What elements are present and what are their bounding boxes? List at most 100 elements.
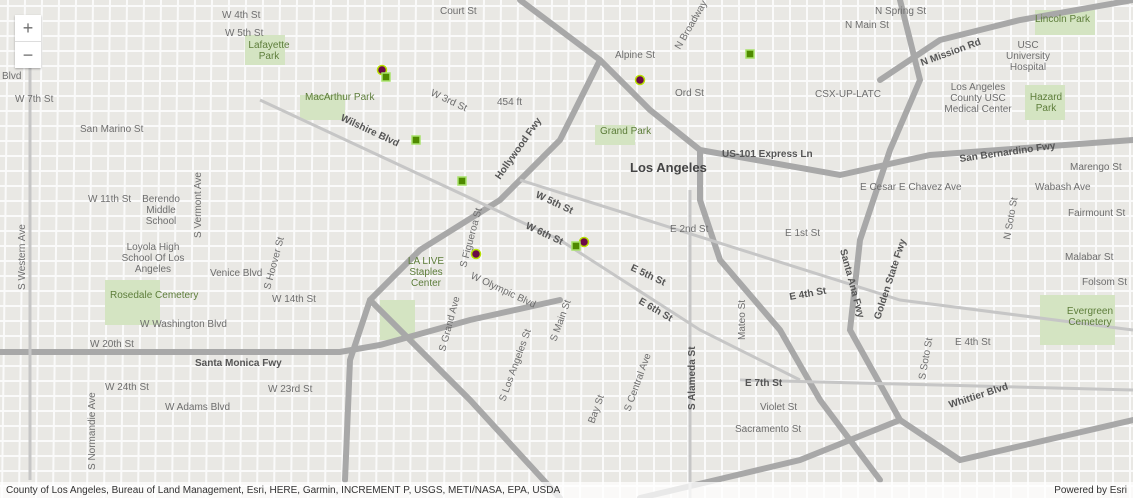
park-label: LA LIVE Staples Center bbox=[407, 256, 445, 289]
street-line bbox=[443, 0, 451, 498]
circle-marker[interactable] bbox=[634, 74, 646, 86]
main-roads bbox=[28, 60, 1133, 498]
street-label: Alpine St bbox=[615, 50, 655, 61]
highway-label: Santa Monica Fwy bbox=[195, 358, 282, 369]
street-line bbox=[579, 0, 587, 498]
street-label: W 11th St bbox=[88, 194, 131, 205]
street-label: N Main St bbox=[845, 20, 889, 31]
street-line bbox=[137, 0, 145, 498]
street-line bbox=[52, 0, 60, 498]
street-label: E 4th St bbox=[955, 337, 991, 348]
circle-marker[interactable] bbox=[578, 236, 590, 248]
highway-label: S Alameda St bbox=[687, 346, 698, 410]
street-line bbox=[35, 0, 43, 498]
street-line bbox=[392, 0, 400, 498]
street-line bbox=[86, 0, 94, 498]
street-line bbox=[511, 0, 519, 498]
street-line bbox=[103, 0, 111, 498]
highway-label: US-101 Express Ln bbox=[722, 149, 813, 160]
park-label: Evergreen Cemetery bbox=[1066, 306, 1114, 328]
street-label: W 5th St bbox=[225, 28, 264, 39]
elevation-label: 454 ft bbox=[497, 97, 522, 108]
square-marker[interactable] bbox=[411, 135, 421, 145]
highway-label: E 7th St bbox=[745, 378, 783, 389]
zoom-out-button[interactable]: − bbox=[15, 41, 41, 68]
street-label: Venice Blvd bbox=[210, 268, 262, 279]
square-marker[interactable] bbox=[381, 72, 391, 82]
street-label: W 20th St bbox=[90, 339, 134, 350]
street-label: Malabar St bbox=[1065, 252, 1114, 263]
park-label: Lafayette Park bbox=[248, 40, 290, 62]
square-marker[interactable] bbox=[457, 176, 467, 186]
street-line bbox=[307, 0, 315, 498]
street-label: W 4th St bbox=[222, 10, 261, 21]
street-line bbox=[545, 0, 553, 498]
zoom-in-button[interactable]: + bbox=[22, 17, 34, 38]
street-label: W Washington Blvd bbox=[140, 319, 227, 330]
street-line bbox=[426, 0, 434, 498]
street-label: E 1st St bbox=[785, 228, 820, 239]
street-label: E 2nd St bbox=[670, 224, 709, 235]
street-label: Marengo St bbox=[1070, 162, 1122, 173]
place-label: CSX-UP-LATC bbox=[815, 89, 881, 100]
street-line bbox=[239, 0, 247, 498]
street-label: San Marino St bbox=[80, 124, 144, 135]
street-label: Sacramento St bbox=[735, 424, 801, 435]
street-line bbox=[562, 0, 570, 498]
zoom-control: + − bbox=[15, 15, 41, 68]
street-line bbox=[358, 0, 366, 498]
street-line bbox=[18, 0, 26, 498]
street-label: Folsom St bbox=[1082, 277, 1127, 288]
street-line bbox=[171, 0, 179, 498]
city-label: Los Angeles bbox=[630, 160, 707, 175]
street-line bbox=[375, 0, 383, 498]
place-label: Berendo Middle School bbox=[142, 194, 180, 227]
street-line bbox=[69, 0, 77, 498]
street-label: W 23rd St bbox=[268, 384, 313, 395]
street-line bbox=[460, 0, 468, 498]
street-label: Fairmount St bbox=[1068, 208, 1125, 219]
street-line bbox=[409, 0, 417, 498]
street-label: N Spring St bbox=[875, 6, 926, 17]
street-line bbox=[120, 0, 128, 498]
park-label: Lincoln Park bbox=[1035, 14, 1091, 25]
street-line bbox=[222, 0, 230, 498]
park-label: Rosedale Cemetery bbox=[110, 290, 198, 301]
attribution-sources: County of Los Angeles, Bureau of Land Ma… bbox=[6, 484, 561, 496]
square-marker[interactable] bbox=[571, 241, 581, 251]
street-label: W 24th St bbox=[105, 382, 149, 393]
street-label: Wabash Ave bbox=[1035, 182, 1091, 193]
street-label: Blvd bbox=[2, 71, 21, 82]
circle-marker[interactable] bbox=[470, 248, 482, 260]
markers bbox=[376, 49, 755, 260]
park-label: Grand Park bbox=[600, 126, 652, 137]
street-label: S Normandie Ave bbox=[87, 392, 98, 470]
attribution-bar: County of Los Angeles, Bureau of Land Ma… bbox=[0, 482, 1133, 498]
place-label: Los Angeles County USC Medical Center bbox=[944, 82, 1012, 115]
street-label: W Adams Blvd bbox=[165, 402, 230, 413]
street-label: Ord St bbox=[675, 88, 704, 99]
street-line bbox=[290, 0, 298, 498]
street-line bbox=[205, 0, 213, 498]
street-line bbox=[528, 0, 536, 498]
street-label: S Western Ave bbox=[17, 224, 28, 290]
park-label: MacArthur Park bbox=[305, 92, 375, 103]
street-line bbox=[154, 0, 162, 498]
street-line bbox=[477, 0, 485, 498]
powered-by-link[interactable]: Powered by Esri bbox=[1054, 484, 1127, 496]
street-label: W 7th St bbox=[15, 94, 54, 105]
street-line bbox=[273, 0, 281, 498]
street-label: Mateo St bbox=[737, 300, 748, 340]
street-line bbox=[494, 0, 502, 498]
square-marker[interactable] bbox=[745, 49, 755, 59]
street-line bbox=[256, 0, 264, 498]
street-label: W 14th St bbox=[272, 294, 316, 305]
place-label: USC University Hospital bbox=[1006, 40, 1050, 73]
street-label: Violet St bbox=[760, 402, 797, 413]
street-line bbox=[1, 0, 9, 498]
street-line bbox=[341, 0, 349, 498]
street-label: Court St bbox=[440, 6, 477, 17]
street-line bbox=[188, 0, 196, 498]
